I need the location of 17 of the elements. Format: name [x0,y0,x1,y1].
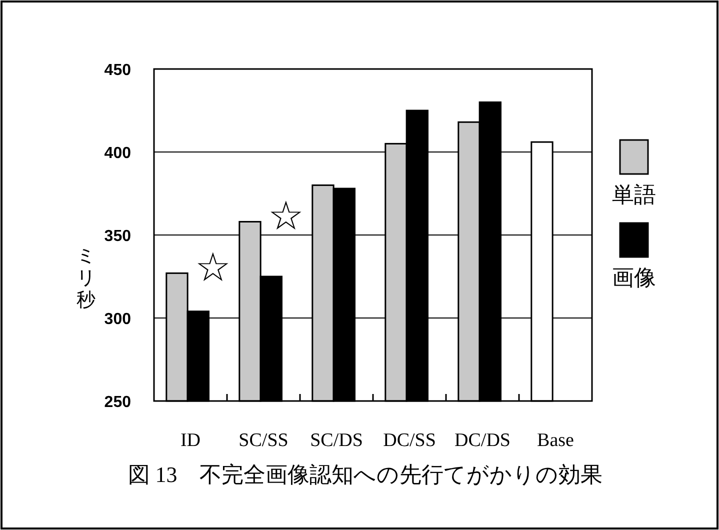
y-tick-label: 350 [104,228,132,245]
legend-label: 画像 [612,265,656,290]
y-tick-label: 450 [104,62,132,79]
y-tick-label: 300 [104,311,132,328]
y-axis-title: ミリ秒 [76,246,96,311]
text: 図 13 不完全画像認知への先行てがかりの効果 [128,462,602,487]
annotation: ☆ [195,245,232,290]
x-tick-label: Base [537,430,574,451]
x-tick-label: SC/DS [310,430,363,451]
legend-label: 単語 [612,182,656,207]
y-tick-label: 250 [104,394,132,411]
annotation: ☆ [268,194,304,239]
y-tick-label: 400 [104,145,132,162]
x-tick-label: ID [180,430,201,451]
x-tick-label: SC/SS [238,430,288,451]
x-tick-label: DC/DS [454,430,510,451]
x-tick-label: DC/SS [383,430,436,451]
